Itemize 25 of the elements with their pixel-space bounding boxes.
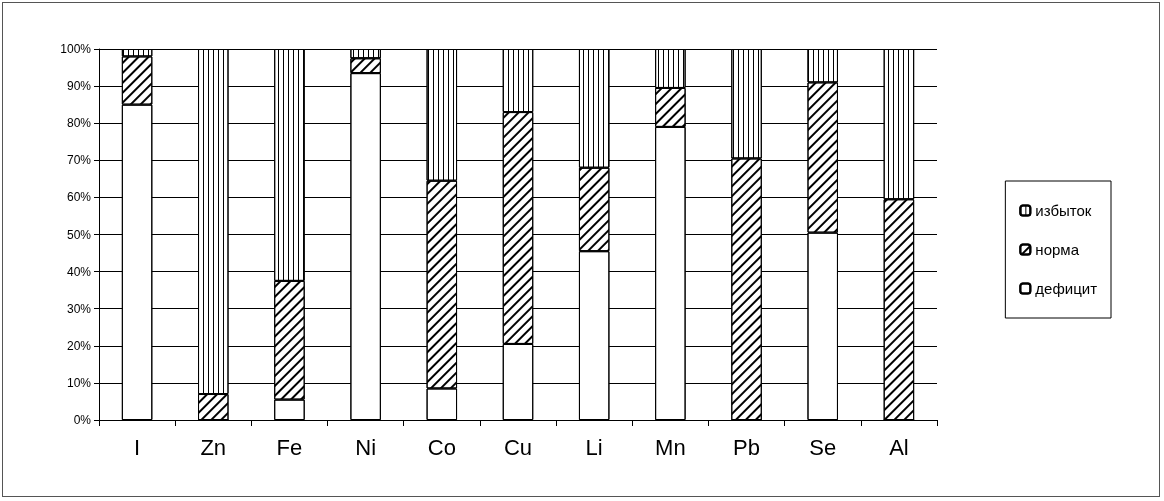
y-tick-label: 60%: [66, 190, 92, 205]
y-tick-label: 40%: [66, 264, 92, 279]
x-tick-label: Al: [889, 434, 909, 460]
y-tick-label: 100%: [60, 42, 92, 56]
x-tick-label: Se: [809, 434, 837, 460]
y-tick-label: 70%: [66, 153, 92, 168]
legend-label: дефицит: [1035, 280, 1098, 297]
y-tick-label: 90%: [66, 79, 92, 94]
y-tick-label: 30%: [66, 301, 92, 316]
y-tick-label: 10%: [66, 375, 92, 390]
x-tick-label: Co: [427, 434, 456, 460]
y-tick-label: 20%: [66, 338, 92, 353]
x-tick-label: Ni: [355, 434, 377, 460]
x-tick-label: Mn: [655, 434, 686, 460]
x-tick-label: Pb: [733, 434, 761, 460]
x-tick-label: Fe: [276, 434, 303, 460]
y-tick-label: 50%: [66, 227, 92, 242]
y-tick-label: 80%: [66, 116, 92, 131]
legend-label: норма: [1035, 241, 1080, 258]
legend-label: избыток: [1035, 202, 1092, 219]
x-tick-label: Li: [585, 434, 603, 460]
y-tick-label: 0%: [73, 413, 92, 427]
x-tick-label: I: [134, 434, 141, 460]
x-tick-label: Zn: [200, 434, 227, 460]
x-tick-label: Cu: [503, 434, 533, 460]
